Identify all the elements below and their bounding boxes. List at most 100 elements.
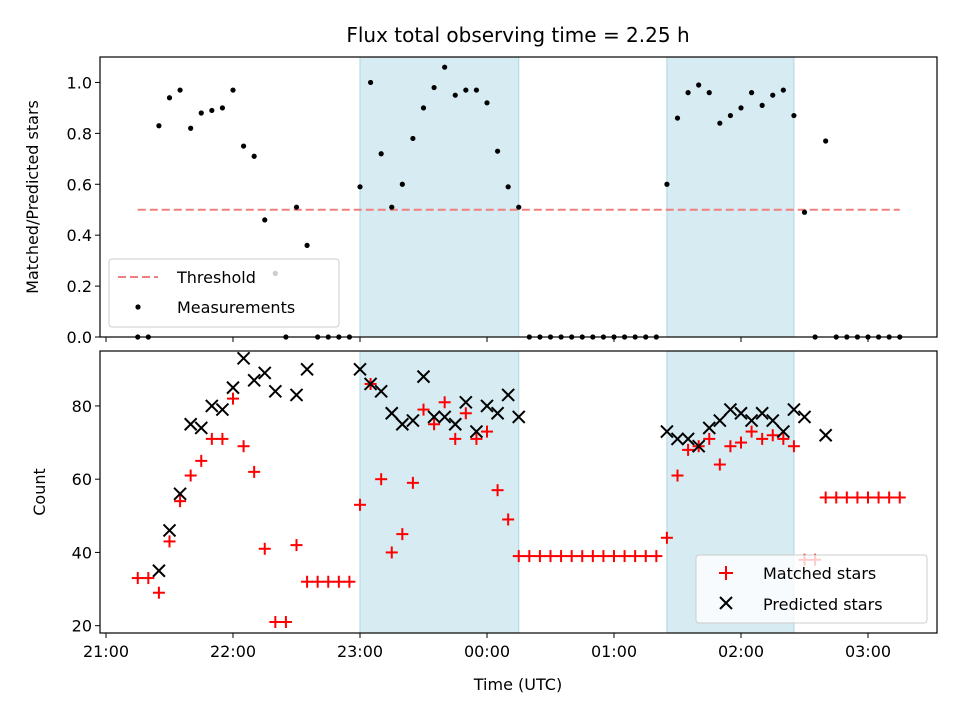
bottom-y-tick-label-0: 20 <box>72 617 92 636</box>
measurement-point-35 <box>505 184 511 190</box>
matched-point-47 <box>629 550 642 563</box>
measurement-point-27 <box>420 105 427 111</box>
predicted-point-24 <box>459 395 473 409</box>
matched-point-12 <box>258 542 271 555</box>
x-tick-label-4: 01:00 <box>591 642 637 661</box>
count-points <box>131 351 906 629</box>
matched-point-72 <box>893 491 906 504</box>
measurement-point-51 <box>674 115 681 121</box>
matched-point-31 <box>459 407 472 420</box>
measurements-legend-swatch <box>135 304 141 310</box>
shaded-interval-1 <box>666 56 795 338</box>
predicted-point-40 <box>766 413 780 428</box>
measurement-point-33 <box>484 100 490 106</box>
predicted-point-22 <box>437 410 452 424</box>
matched-point-42 <box>576 550 589 563</box>
measurement-point-26 <box>410 135 416 142</box>
predicted-point-31 <box>670 432 685 446</box>
predicted-point-15 <box>363 377 378 391</box>
measurement-point-9 <box>230 87 236 93</box>
predicted-point-7 <box>226 380 240 395</box>
predicted-point-33 <box>691 439 706 453</box>
predicted-point-14 <box>353 362 367 377</box>
matched-point-33 <box>481 425 493 438</box>
matched-point-48 <box>639 550 652 563</box>
matched-point-38 <box>533 550 546 563</box>
measurement-point-31 <box>463 87 469 93</box>
predicted-point-8 <box>236 351 251 366</box>
measurement-point-3 <box>166 95 173 101</box>
measurement-point-8 <box>219 105 226 111</box>
top-y-tick-label-4: 0.8 <box>67 124 92 143</box>
bottom-y-axis-label: Count <box>30 468 49 516</box>
predicted-point-34 <box>702 421 716 435</box>
matched-point-70 <box>872 491 885 504</box>
predicted-point-19 <box>406 413 420 428</box>
matched-point-68 <box>851 491 864 504</box>
measurements-legend-label: Measurements <box>177 298 295 317</box>
predicted-point-12 <box>289 388 304 402</box>
predicted-point-4 <box>194 421 208 435</box>
matched-point-46 <box>618 550 631 563</box>
matched-point-71 <box>883 491 896 504</box>
bottom-shaded-intervals <box>359 350 795 634</box>
top-panel: 0.0 0.2 0.4 0.6 0.8 1.0 Matched/Predicted sta… <box>23 56 938 347</box>
matched-legend-label: Matched stars <box>763 564 876 583</box>
measurement-point-57 <box>738 105 744 111</box>
matched-legend-swatch <box>719 566 733 580</box>
matched-point-1 <box>142 572 155 585</box>
predicted-point-11 <box>268 384 283 398</box>
predicted-point-35 <box>713 413 727 428</box>
matched-point-67 <box>840 491 853 504</box>
matched-point-11 <box>248 465 261 478</box>
matched-point-18 <box>322 575 335 588</box>
predicted-point-13 <box>300 362 314 377</box>
matched-point-19 <box>332 575 345 588</box>
x-tick-label-6: 03:00 <box>845 642 891 661</box>
bottom-axes: 20 40 60 80 21:00 22:00 23:00 00:00 01:00 02:00 03… <box>72 397 891 661</box>
matched-point-9 <box>227 392 239 405</box>
x-axis-label: Time (UTC) <box>473 675 562 694</box>
predicted-point-32 <box>681 432 695 446</box>
matched-point-37 <box>523 550 536 563</box>
measurement-point-65 <box>823 138 829 144</box>
predicted-point-10 <box>258 366 272 380</box>
predicted-point-6 <box>215 402 230 417</box>
measurement-point-53 <box>696 82 702 88</box>
measurement-point-21 <box>357 184 363 190</box>
matched-point-24 <box>385 546 398 559</box>
measurement-point-30 <box>452 92 458 98</box>
matched-point-44 <box>597 550 610 563</box>
matched-point-20 <box>343 575 356 588</box>
x-tick-label-3: 00:00 <box>464 642 510 661</box>
top-y-tick-label-5: 1.0 <box>67 73 92 92</box>
bottom-legend-box <box>695 554 928 624</box>
matched-point-69 <box>862 491 874 504</box>
measurement-point-63 <box>801 209 808 215</box>
measurement-point-52 <box>685 90 691 96</box>
predicted-point-26 <box>480 399 494 413</box>
predicted-point-42 <box>787 402 801 417</box>
predicted-point-25 <box>469 424 484 439</box>
measurement-point-34 <box>494 148 501 154</box>
matched-point-54 <box>703 432 716 445</box>
x-tick-label-5: 02:00 <box>718 642 764 661</box>
bottom-y-tick-label-1: 40 <box>72 543 92 562</box>
predicted-point-30 <box>660 424 674 439</box>
matched-point-61 <box>777 432 790 445</box>
matched-point-8 <box>216 432 229 445</box>
top-y-tick-label-0: 0.0 <box>67 328 92 347</box>
measurement-point-12 <box>262 217 268 223</box>
measurement-point-56 <box>727 112 734 119</box>
matched-point-62 <box>787 440 800 453</box>
measurement-point-29 <box>442 64 448 70</box>
predicted-point-36 <box>723 402 738 417</box>
matched-point-56 <box>724 440 737 453</box>
matched-point-23 <box>375 473 388 486</box>
measurement-point-5 <box>188 125 194 131</box>
measurement-point-23 <box>378 151 384 157</box>
measurement-point-11 <box>251 153 257 159</box>
bottom-plot-frame <box>99 350 938 634</box>
matched-point-66 <box>830 491 843 504</box>
measurement-point-10 <box>240 143 247 149</box>
